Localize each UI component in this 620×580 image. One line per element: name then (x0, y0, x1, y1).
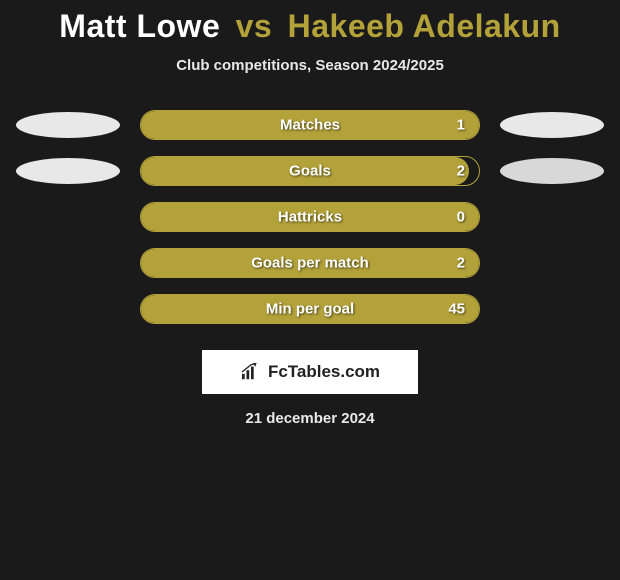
subtitle: Club competitions, Season 2024/2025 (0, 57, 620, 74)
stat-value: 1 (457, 117, 465, 134)
stat-label: Hattricks (141, 209, 479, 226)
brand-text: FcTables.com (268, 362, 380, 382)
stat-value: 2 (457, 255, 465, 272)
right-ellipse (500, 158, 604, 184)
player1-name: Matt Lowe (59, 8, 220, 44)
stat-label: Goals per match (141, 255, 479, 272)
stat-bar: Goals2 (140, 156, 480, 186)
stat-label: Goals (141, 163, 479, 180)
stat-label: Matches (141, 117, 479, 134)
stats-rows: Matches1Goals2Hattricks0Goals per match2… (0, 102, 620, 332)
stat-row: Goals2 (0, 148, 620, 194)
chart-icon (240, 363, 262, 381)
vs-text: vs (236, 8, 273, 44)
brand-badge: FcTables.com (202, 350, 418, 394)
player2-name: Hakeeb Adelakun (288, 8, 561, 44)
stat-row: Goals per match2 (0, 240, 620, 286)
stat-row: Min per goal45 (0, 286, 620, 332)
stat-bar: Hattricks0 (140, 202, 480, 232)
stat-label: Min per goal (141, 301, 479, 318)
stat-value: 45 (448, 301, 465, 318)
title: Matt Lowe vs Hakeeb Adelakun (0, 8, 620, 45)
stat-row: Matches1 (0, 102, 620, 148)
left-ellipse (16, 112, 120, 138)
stat-bar: Goals per match2 (140, 248, 480, 278)
date: 21 december 2024 (0, 410, 620, 427)
right-ellipse (500, 112, 604, 138)
stat-row: Hattricks0 (0, 194, 620, 240)
stat-value: 2 (457, 163, 465, 180)
stat-value: 0 (457, 209, 465, 226)
stat-bar: Min per goal45 (140, 294, 480, 324)
left-ellipse (16, 158, 120, 184)
stat-bar: Matches1 (140, 110, 480, 140)
comparison-card: Matt Lowe vs Hakeeb Adelakun Club compet… (0, 0, 620, 427)
